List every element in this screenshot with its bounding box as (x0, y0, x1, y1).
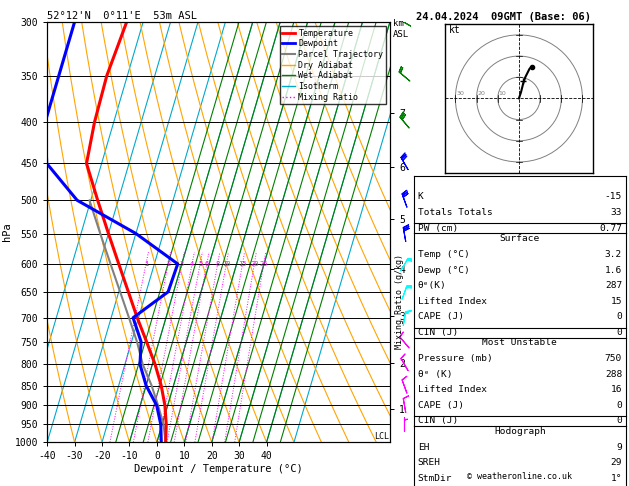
X-axis label: Dewpoint / Temperature (°C): Dewpoint / Temperature (°C) (134, 464, 303, 474)
Text: 52°12'N  0°11'E  53m ASL: 52°12'N 0°11'E 53m ASL (47, 11, 197, 21)
Text: 0: 0 (616, 312, 622, 321)
Text: 20: 20 (477, 91, 486, 96)
Text: 20: 20 (250, 261, 259, 267)
Text: kt: kt (449, 25, 461, 35)
Text: StmDir: StmDir (418, 474, 452, 483)
Text: Totals Totals: Totals Totals (418, 208, 493, 217)
Text: 3.2: 3.2 (605, 250, 622, 259)
Text: Mixing Ratio (g/kg): Mixing Ratio (g/kg) (395, 254, 404, 349)
Text: CAPE (J): CAPE (J) (418, 401, 464, 410)
Text: © weatheronline.co.uk: © weatheronline.co.uk (467, 472, 572, 481)
Text: 1.6: 1.6 (605, 265, 622, 275)
Text: 2: 2 (166, 261, 170, 267)
Text: EH: EH (418, 443, 429, 452)
Text: 0: 0 (616, 328, 622, 337)
Text: θᵉ(K): θᵉ(K) (418, 281, 447, 290)
Text: 9: 9 (616, 443, 622, 452)
Text: Lifted Index: Lifted Index (418, 296, 487, 306)
Text: 0.77: 0.77 (599, 224, 622, 233)
Text: 15: 15 (611, 296, 622, 306)
Text: 5: 5 (198, 261, 203, 267)
Text: 750: 750 (605, 354, 622, 363)
Text: Lifted Index: Lifted Index (418, 385, 487, 394)
Text: km
ASL: km ASL (393, 19, 409, 39)
Text: 287: 287 (605, 281, 622, 290)
Legend: Temperature, Dewpoint, Parcel Trajectory, Dry Adiabat, Wet Adiabat, Isotherm, Mi: Temperature, Dewpoint, Parcel Trajectory… (280, 26, 386, 104)
Text: 3: 3 (180, 261, 184, 267)
Text: 8: 8 (216, 261, 220, 267)
Text: 0: 0 (616, 401, 622, 410)
Text: Surface: Surface (500, 234, 540, 243)
Text: 0: 0 (616, 417, 622, 425)
Text: 6: 6 (204, 261, 209, 267)
Text: Hodograph: Hodograph (494, 427, 546, 435)
Text: LCL: LCL (374, 432, 389, 441)
Y-axis label: hPa: hPa (2, 223, 12, 242)
Text: K: K (418, 192, 423, 202)
Text: 4: 4 (190, 261, 194, 267)
Text: 30: 30 (457, 91, 464, 96)
Text: 25: 25 (260, 261, 268, 267)
Text: PW (cm): PW (cm) (418, 224, 458, 233)
Text: Most Unstable: Most Unstable (482, 338, 557, 347)
Text: 16: 16 (611, 385, 622, 394)
Text: SREH: SREH (418, 458, 441, 468)
Text: 33: 33 (611, 208, 622, 217)
Text: 10: 10 (222, 261, 231, 267)
Text: -15: -15 (605, 192, 622, 202)
Text: CAPE (J): CAPE (J) (418, 312, 464, 321)
Text: 288: 288 (605, 370, 622, 379)
Text: CIN (J): CIN (J) (418, 328, 458, 337)
Text: 10: 10 (499, 91, 506, 96)
Text: 1: 1 (144, 261, 148, 267)
Text: 24.04.2024  09GMT (Base: 06): 24.04.2024 09GMT (Base: 06) (416, 12, 591, 22)
Text: CIN (J): CIN (J) (418, 417, 458, 425)
Text: Pressure (mb): Pressure (mb) (418, 354, 493, 363)
Text: Temp (°C): Temp (°C) (418, 250, 469, 259)
Text: θᵉ (K): θᵉ (K) (418, 370, 452, 379)
Text: 29: 29 (611, 458, 622, 468)
Text: 15: 15 (238, 261, 247, 267)
Text: Dewp (°C): Dewp (°C) (418, 265, 469, 275)
Text: 1°: 1° (611, 474, 622, 483)
